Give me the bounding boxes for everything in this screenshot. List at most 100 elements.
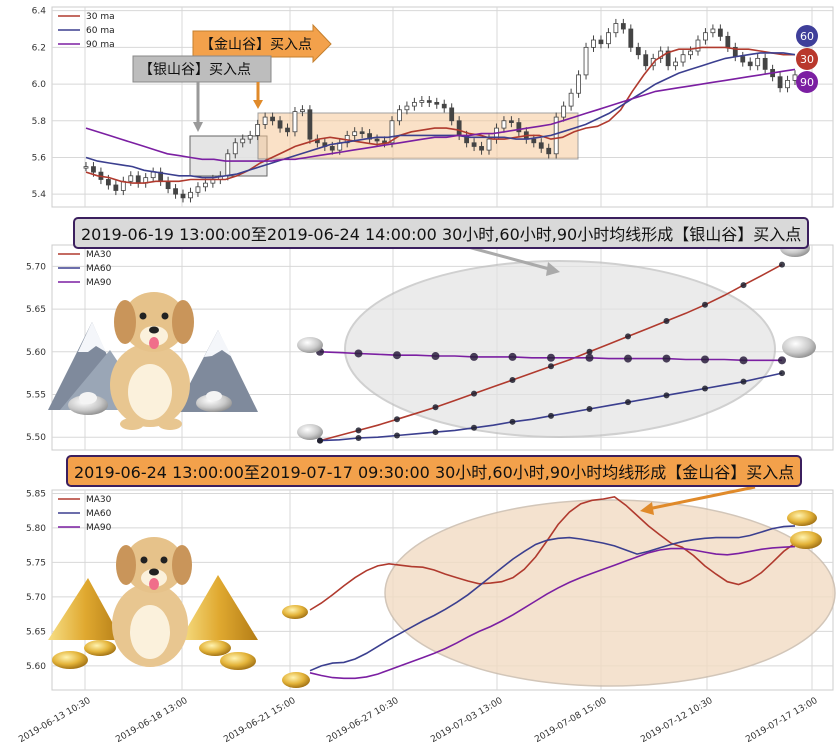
series-point-MA60 <box>586 406 593 412</box>
series-point-MA60 <box>740 378 747 385</box>
y-tick-label: 5.75 <box>26 558 46 568</box>
series-line-30-ma <box>85 46 795 184</box>
svg-text:90: 90 <box>800 76 814 89</box>
end-badges: 60 30 90 <box>796 25 818 93</box>
y-tick-label: 5.65 <box>26 305 46 315</box>
candle-body <box>441 103 447 109</box>
candle-body <box>449 107 455 122</box>
legend-label: MA60 <box>86 509 112 519</box>
legend-label: 30 ma <box>86 12 115 22</box>
legend-label: 90 ma <box>86 40 115 50</box>
candle-body <box>397 109 402 122</box>
x-tick-label: 2019-06-21 15:00 <box>222 696 297 745</box>
candle-body <box>501 120 507 129</box>
candle-body <box>546 147 552 155</box>
gold-ingot-icon <box>52 510 822 688</box>
candle-body <box>620 23 626 30</box>
candle-body <box>710 28 716 34</box>
candle-body <box>688 50 693 56</box>
candle-body <box>329 146 335 151</box>
x-tick-label: 2019-07-03 13:00 <box>429 696 504 745</box>
legend-label: MA60 <box>86 264 112 274</box>
candle-body <box>673 61 678 67</box>
candle-body <box>643 54 649 67</box>
silver-valley-callout: 【银山谷】买入点 <box>132 55 272 83</box>
y-tick-label: 5.60 <box>26 348 46 358</box>
candle-body <box>456 120 462 136</box>
candle-body <box>150 171 156 179</box>
series-point-MA30 <box>740 282 747 289</box>
candle-body <box>270 116 275 122</box>
series-point-MA60 <box>317 437 323 444</box>
y-tick-label: 5.65 <box>26 627 46 637</box>
silver-valley-callout-text: 【银山谷】买入点 <box>139 62 251 78</box>
candle-body <box>568 92 574 107</box>
gold-valley-banner: 2019-06-24 13:00:00至2019-07-17 09:30:00 … <box>66 455 803 487</box>
candle-body <box>262 116 268 125</box>
y-tick-label: 5.4 <box>32 190 47 200</box>
candle-body <box>128 175 134 182</box>
y-tick-label: 6.4 <box>32 7 47 17</box>
candle-body <box>411 102 417 107</box>
svg-text:30: 30 <box>800 53 814 66</box>
candle-body <box>479 146 484 151</box>
gold-pyramid-icon <box>48 575 258 640</box>
series-point-MA60 <box>779 370 785 377</box>
series-point-MA90 <box>393 351 401 360</box>
candle-body <box>777 76 783 89</box>
series-point-MA30 <box>625 333 631 340</box>
series-point-MA90 <box>739 356 748 365</box>
x-tick-label: 2019-07-17 13:00 <box>744 696 819 745</box>
candle-body <box>240 138 246 144</box>
series-point-MA90 <box>662 354 671 363</box>
y-tick-label: 6.2 <box>32 43 46 53</box>
callout-arrows <box>193 82 263 132</box>
candle-body <box>434 102 440 105</box>
series-line-90-ma <box>85 68 796 162</box>
silver-valley-ellipse <box>344 260 776 438</box>
legend-label: MA90 <box>86 523 112 533</box>
candle-body <box>404 105 410 111</box>
candle-body <box>598 39 604 45</box>
series-point-MA30 <box>355 427 362 434</box>
series-line-MA30 <box>309 496 796 611</box>
silver-valley-banner: 2019-06-19 13:00:00至2019-06-24 14:00:00 … <box>73 217 810 249</box>
candle-body <box>359 131 365 135</box>
candle-body <box>561 105 567 118</box>
series-point-MA60 <box>509 418 516 425</box>
series-point-MA30 <box>432 404 439 411</box>
candle-body <box>717 28 723 37</box>
candle-body <box>113 184 119 191</box>
candle-body <box>225 153 231 177</box>
series-line-MA60 <box>309 525 796 672</box>
series-point-MA90 <box>701 355 709 364</box>
x-tick-label: 2019-06-27 10:30 <box>325 696 400 745</box>
candle-body <box>105 179 111 186</box>
y-tick-label: 5.60 <box>26 662 46 672</box>
candle-body <box>553 116 559 155</box>
candle-body <box>516 122 522 133</box>
gold-valley-ellipse <box>384 499 836 687</box>
candle-body <box>725 35 731 48</box>
series-point-MA90 <box>585 353 594 362</box>
y-tick-label: 5.85 <box>26 489 46 499</box>
legend-label: MA30 <box>86 495 112 505</box>
candle-body <box>538 142 544 149</box>
candle-body <box>755 57 761 67</box>
candle-body <box>508 120 514 123</box>
y-tick-label: 5.50 <box>26 433 46 443</box>
y-tick-label: 5.70 <box>26 262 46 272</box>
candle-body <box>703 32 708 41</box>
x-tick-label: 2019-07-08 15:00 <box>533 696 608 745</box>
candle-body <box>83 166 89 169</box>
y-tick-label: 5.80 <box>26 524 46 534</box>
x-tick-label: 2019-07-12 10:30 <box>639 696 714 745</box>
candle-body <box>426 100 432 103</box>
candle-body <box>374 138 380 142</box>
series-point-MA60 <box>625 399 631 406</box>
gold-valley-callout-text: 【金山谷】买入点 <box>200 37 312 53</box>
candle-body <box>419 100 425 103</box>
candle-body <box>173 188 178 195</box>
y-tick-label: 5.6 <box>32 153 47 163</box>
series-point-MA90 <box>624 354 632 363</box>
